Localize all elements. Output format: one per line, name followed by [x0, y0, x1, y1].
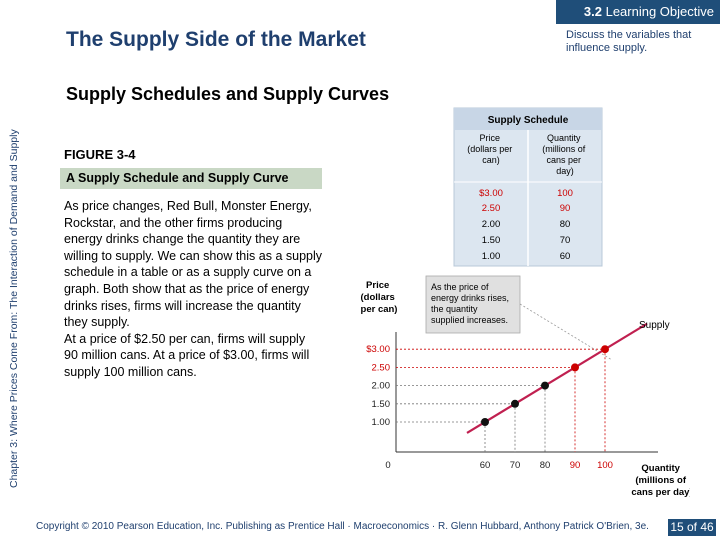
x-tick-label: 90 [570, 460, 581, 471]
y-tick-label: 2.50 [372, 362, 391, 373]
y-axis-label-line-3: per can) [361, 304, 398, 315]
x-axis-label-line-2: (millions of [635, 475, 687, 486]
y-axis-label-line-1: Price [366, 280, 389, 291]
annotation-pointer [519, 303, 613, 361]
supply-schedule-table: Supply Schedule Price (dollars per can) … [453, 107, 603, 267]
annotation-line-1: As the price of [431, 282, 489, 292]
data-point [511, 399, 519, 408]
objective-number: 3.2 [583, 4, 602, 19]
supply-figure: Supply Schedule Price (dollars per can) … [361, 107, 690, 498]
price-column-header: Price (dollars per can) [467, 133, 515, 165]
figure-caption: A Supply Schedule and Supply Curve [60, 168, 322, 189]
y-axis-label-line-2: (dollars [361, 292, 395, 303]
supply-curve [466, 322, 648, 434]
annotation-text: As the price of energy drinks rises, the… [431, 282, 512, 325]
x-axis-label-line-1: Quantity [641, 463, 680, 474]
schedule-row: 2.00 80 [482, 219, 571, 230]
y-tick-label: 1.50 [372, 399, 391, 410]
data-point [541, 381, 549, 390]
x-tick-label: 100 [597, 460, 613, 471]
supply-curve-label: Supply [639, 320, 670, 331]
x-axis-label: Quantity (millions of cans per day) [631, 463, 690, 498]
x-tick-label: 0 [385, 460, 390, 471]
page-number: 15 of 46 [668, 519, 716, 536]
chapter-side-label: Chapter 3: Where Prices Come From: The I… [8, 129, 20, 488]
y-tick-label: 1.00 [372, 417, 391, 428]
annotation-box [425, 275, 521, 334]
data-point [601, 345, 609, 354]
data-point [481, 418, 489, 426]
schedule-price: 2.50 [482, 203, 501, 214]
y-tick-label: 2.00 [372, 381, 391, 392]
objective-text: Discuss the variables that influence sup… [566, 29, 692, 54]
quantity-column-header: Quantity (millions of cans per day) [542, 133, 588, 176]
x-tick-label: 80 [540, 460, 551, 471]
schedule-quantity: 60 [560, 251, 571, 262]
schedule-row: 1.50 70 [482, 235, 571, 246]
learning-objective-tab: 3.2 Learning Objective [556, 0, 720, 24]
price-header-line-1: Price [479, 133, 500, 143]
objective-tab-label: Learning Objective [605, 4, 714, 19]
schedule-price: $3.00 [479, 188, 503, 199]
slide-title: The Supply Side of the Market [66, 28, 366, 51]
schedule-row: 2.50 90 [482, 203, 571, 214]
annotation-line-2: energy drinks rises, [431, 293, 509, 303]
schedule-row: $3.00 100 [479, 188, 573, 199]
schedule-quantity: 70 [560, 235, 571, 246]
data-point [571, 363, 579, 372]
x-tick-label: 70 [510, 460, 521, 471]
section-title: Supply Schedules and Supply Curves [66, 84, 390, 104]
supply-graph: Price (dollars per can) As the price of … [361, 275, 690, 498]
x-tick-label: 60 [480, 460, 491, 471]
price-header-line-2: (dollars per [467, 144, 512, 154]
quantity-header-line-4: day) [556, 166, 574, 176]
schedule-price: 1.50 [482, 235, 501, 246]
schedule-quantity: 80 [560, 219, 571, 230]
schedule-title: Supply Schedule [488, 115, 569, 126]
schedule-price: 1.00 [482, 251, 501, 262]
quantity-header-line-1: Quantity [547, 133, 581, 143]
schedule-quantity: 100 [557, 188, 573, 199]
y-tick-label: $3.00 [366, 344, 390, 355]
quantity-header-line-2: (millions of [542, 144, 586, 154]
schedule-price: 2.00 [482, 219, 501, 230]
description-paragraph-1: As price changes, Red Bull, Monster Ener… [64, 199, 322, 330]
copyright-footer: Copyright © 2010 Pearson Education, Inc.… [36, 521, 649, 532]
schedule-quantity: 90 [560, 203, 571, 214]
figure-label: FIGURE 3-4 [64, 147, 136, 162]
y-axis-label: Price (dollars per can) [361, 280, 398, 315]
x-axis-label-line-3: cans per day) [631, 487, 690, 498]
annotation-line-4: supplied increases. [431, 315, 508, 325]
annotation-line-3: the quantity [431, 304, 478, 314]
schedule-row: 1.00 60 [482, 251, 571, 262]
quantity-header-line-3: cans per [546, 155, 581, 165]
price-header-line-3: can) [482, 155, 500, 165]
figure-description: As price changes, Red Bull, Monster Ener… [64, 198, 322, 381]
description-paragraph-2: At a price of $2.50 per can, firms will … [64, 331, 310, 379]
